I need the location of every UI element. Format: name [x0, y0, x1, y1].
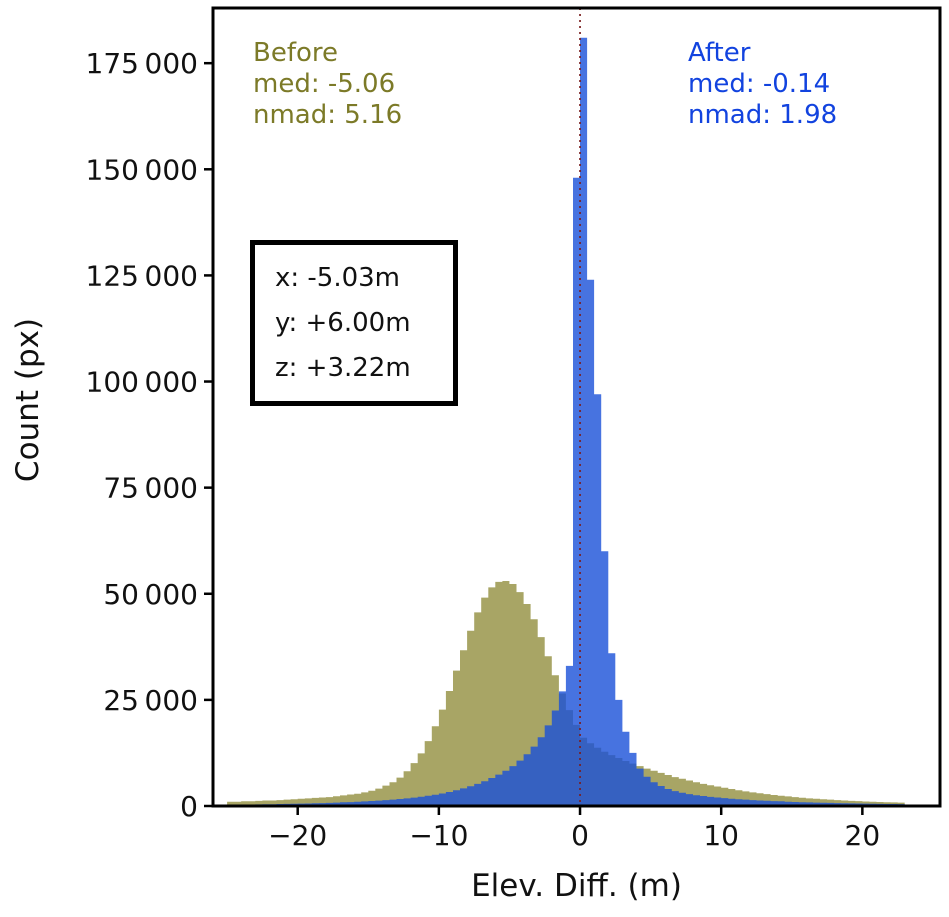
y-tick-label: 25 000	[103, 684, 198, 717]
x-tick-label: −10	[409, 819, 468, 852]
after-title: After	[688, 38, 751, 68]
y-tick-label: 50 000	[103, 578, 198, 611]
shift-z: z: +3.22m	[275, 353, 411, 383]
after-nmad: nmad: 1.98	[688, 100, 838, 130]
x-tick-label: 10	[703, 819, 739, 852]
x-axis-label: Elev. Diff. (m)	[471, 868, 682, 904]
before-median: med: -5.06	[253, 69, 396, 99]
y-axis-label: Count (px)	[10, 317, 46, 483]
shift-x: x: -5.03m	[275, 263, 401, 293]
after-median: med: -0.14	[688, 69, 831, 99]
shift-y: y: +6.00m	[275, 308, 411, 338]
y-tick-label: 175 000	[86, 47, 198, 80]
x-tick-label: −20	[268, 819, 327, 852]
y-tick-label: 75 000	[103, 472, 198, 505]
x-tick-label: 20	[845, 819, 881, 852]
after-stats: After med: -0.14 nmad: 1.98	[688, 38, 837, 131]
y-tick-label: 125 000	[86, 259, 198, 292]
x-tick-label: 0	[571, 819, 589, 852]
y-tick-label: 100 000	[86, 366, 198, 399]
before-title: Before	[253, 38, 339, 68]
shift-annotation-box: x: -5.03m y: +6.00m z: +3.22m	[250, 240, 458, 406]
y-tick-label: 150 000	[86, 153, 198, 186]
axes-frame	[211, 6, 942, 808]
y-tick-label: 0	[180, 790, 198, 823]
before-nmad: nmad: 5.16	[253, 100, 403, 130]
histogram-series-after	[227, 37, 905, 806]
before-stats: Before med: -5.06 nmad: 5.16	[253, 38, 402, 131]
